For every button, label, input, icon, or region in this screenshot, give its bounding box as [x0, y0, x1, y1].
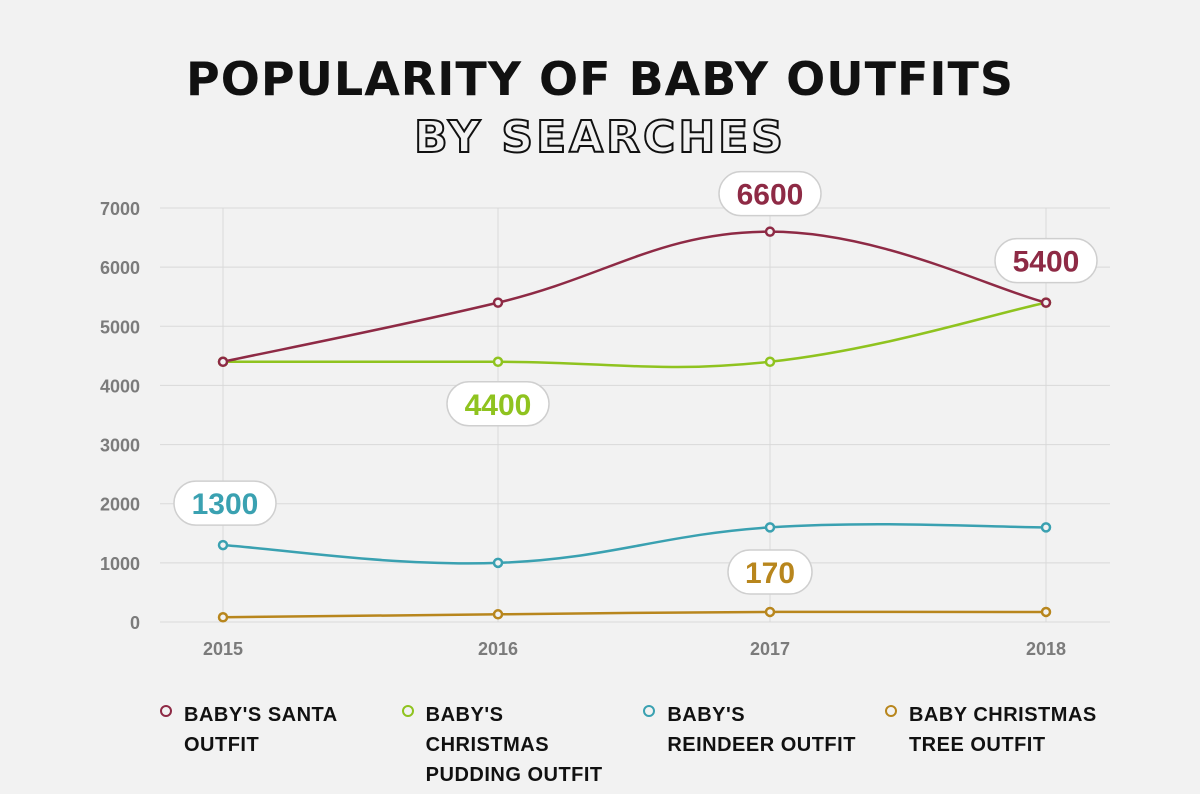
legend: BABY'S SANTA OUTFIT BABY'S CHRISTMAS PUDD…: [160, 700, 1100, 790]
data-label: 4400: [465, 389, 532, 422]
x-tick-label: 2016: [478, 639, 518, 659]
chart-subtitle: BY SEARCHES: [413, 111, 786, 164]
legend-label: BABY'S REINDEER OUTFIT: [667, 704, 856, 756]
data-label: 6600: [737, 179, 804, 212]
series-line-2: [222, 522, 1047, 565]
series-line-1: [223, 301, 1047, 369]
x-tick-label: 2017: [750, 639, 790, 659]
data-point: [1040, 297, 1052, 308]
data-point: [1040, 522, 1052, 533]
data-point: [492, 297, 504, 308]
data-point: [492, 609, 504, 620]
x-tick-label: 2015: [203, 639, 243, 659]
legend-item: BABY CHRISTMAS TREE OUTFIT: [884, 700, 1100, 790]
legend-item: BABY'S REINDEER OUTFIT: [643, 700, 858, 790]
series-line-0: [222, 230, 1047, 363]
data-label-bubble: [446, 381, 550, 427]
y-tick-label: 2000: [100, 495, 140, 515]
legend-marker: [160, 705, 172, 717]
data-point: [492, 356, 504, 368]
legend-marker: [643, 705, 656, 717]
data-point: [217, 356, 229, 368]
legend-marker: [401, 705, 414, 717]
legend-label: BABY'S SANTA OUTFIT: [184, 704, 337, 756]
data-label-bubble: [994, 237, 1098, 284]
data-label: 5400: [1013, 246, 1080, 279]
y-tick-label: 0: [130, 613, 140, 633]
y-tick-label: 5000: [100, 317, 140, 337]
data-label-bubble: [173, 480, 277, 526]
legend-label: BABY'S CHRISTMAS PUDDING OUTFIT: [425, 704, 603, 786]
y-tick-label: 7000: [100, 199, 140, 219]
data-label-bubble: [727, 549, 813, 595]
data-label: 1300: [192, 488, 259, 521]
data-point: [764, 356, 776, 368]
y-tick-label: 6000: [100, 258, 140, 278]
data-point: [764, 522, 776, 533]
data-point: [217, 612, 229, 623]
legend-item: BABY'S CHRISTMAS PUDDING OUTFIT: [401, 700, 617, 790]
y-tick-label: 3000: [100, 436, 140, 456]
y-tick-label: 4000: [100, 376, 140, 396]
data-point: [764, 606, 776, 618]
data-label-bubble: [718, 170, 822, 217]
y-tick-label: 1000: [100, 554, 140, 574]
legend-label: BABY CHRISTMAS TREE OUTFIT: [908, 704, 1097, 756]
x-tick-label: 2018: [1026, 639, 1066, 659]
data-point: [764, 226, 776, 237]
chart-title: POPULARITY OF BABY OUTFITS: [186, 52, 1014, 106]
legend-item: BABY'S SANTA OUTFIT: [160, 700, 375, 790]
series-line-3: [222, 610, 1047, 619]
data-point: [492, 557, 504, 569]
data-point: [1040, 606, 1052, 618]
legend-marker: [884, 705, 897, 717]
data-point: [217, 539, 229, 551]
data-label: 170: [745, 557, 795, 590]
